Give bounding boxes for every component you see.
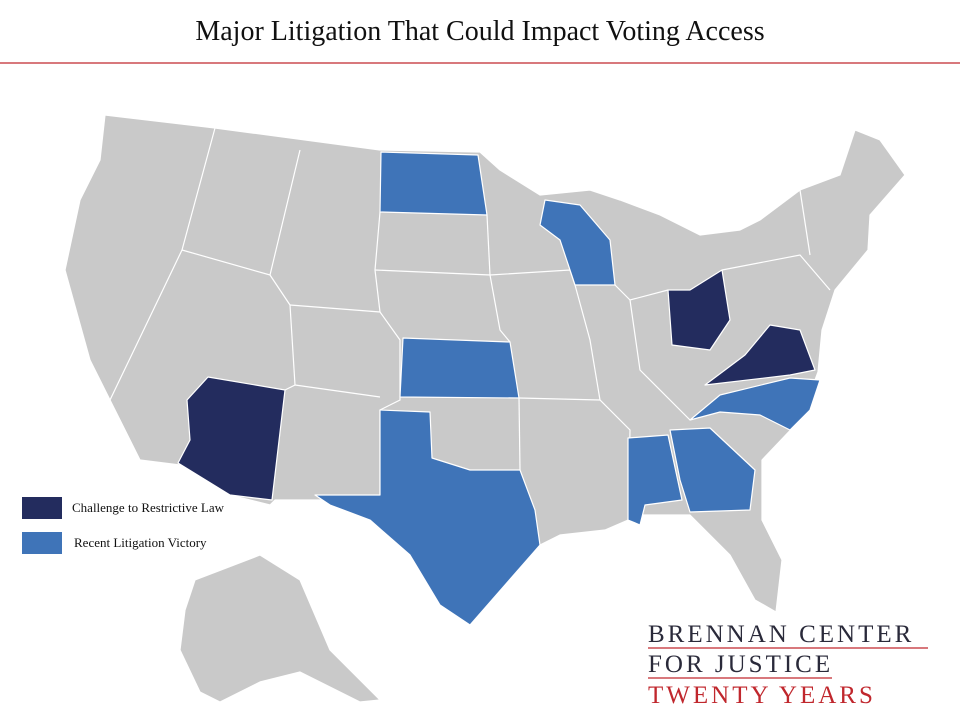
highlighted-state (379, 151, 488, 216)
highlighted-state (667, 269, 731, 351)
highlighted-state (399, 337, 520, 399)
legend-label: Challenge to Restrictive Law (72, 500, 225, 515)
legend-swatch (22, 532, 62, 554)
logo: BRENNAN CENTER FOR JUSTICE TWENTY YEARS (648, 621, 928, 709)
logo-line: TWENTY YEARS (648, 682, 876, 709)
map (64, 114, 906, 703)
highlighted-state (314, 409, 541, 626)
legend-swatch (22, 497, 62, 519)
title: Major Litigation That Could Impact Votin… (195, 16, 764, 47)
legend-label: Recent Litigation Victory (74, 535, 207, 550)
logo-line: FOR JUSTICE (648, 651, 833, 678)
highlighted-state (627, 434, 683, 526)
highlighted-state (704, 324, 816, 386)
logo-line: BRENNAN CENTER (648, 621, 914, 648)
highlighted-state (669, 427, 756, 513)
highlighted-state (539, 199, 616, 286)
highlighted-state (689, 377, 821, 431)
highlighted-state (177, 376, 286, 501)
legend: Challenge to Restrictive Law Recent Liti… (22, 497, 225, 554)
alaska (179, 554, 381, 703)
